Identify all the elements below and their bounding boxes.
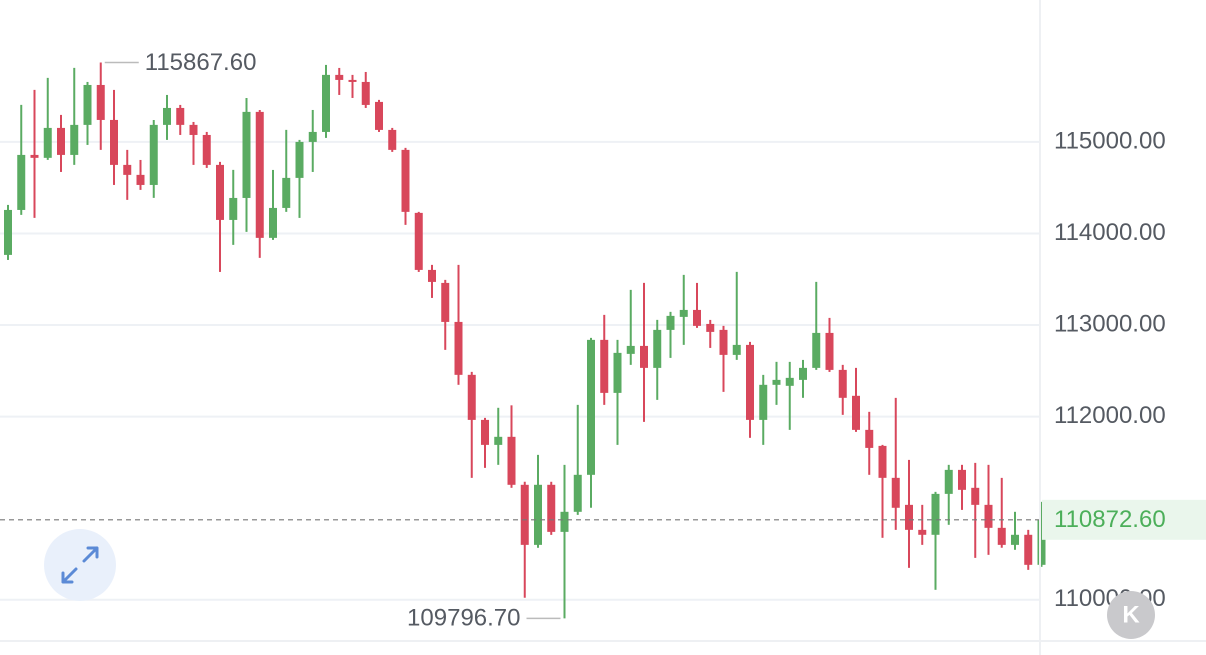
- candle-body: [176, 107, 185, 125]
- candle-body: [719, 329, 728, 355]
- candle-body: [96, 84, 105, 120]
- candle-body: [494, 436, 503, 445]
- candle-body: [613, 352, 622, 393]
- candle-body: [43, 127, 52, 158]
- candle-body: [282, 177, 291, 208]
- last-price-box: [1042, 499, 1206, 540]
- candle-body: [759, 384, 768, 420]
- max-marker-label: 115867.60: [145, 49, 257, 76]
- candle-body: [600, 339, 609, 393]
- candle-body: [799, 367, 807, 380]
- candle-body: [547, 484, 556, 532]
- candle-body: [441, 282, 450, 322]
- candle-body: [83, 84, 92, 125]
- candle-body: [110, 119, 118, 165]
- candle-body: [944, 469, 953, 494]
- candle-body: [984, 504, 993, 528]
- candle-body: [149, 124, 158, 185]
- candle-body: [335, 74, 344, 80]
- candle-body: [931, 493, 940, 535]
- expand-button[interactable]: [44, 529, 116, 601]
- min-marker-label: 109796.70: [407, 605, 520, 632]
- candle-body: [1011, 534, 1019, 545]
- candle-body: [57, 127, 65, 155]
- candle-body: [30, 154, 39, 158]
- candle-body: [229, 197, 238, 220]
- candle-body: [361, 81, 370, 105]
- candle-body: [467, 374, 476, 420]
- candle-body: [653, 329, 662, 368]
- candle-body: [706, 323, 715, 332]
- candle-body: [520, 484, 529, 545]
- expand-icon[interactable]: [61, 546, 99, 584]
- candle-body: [560, 511, 569, 532]
- y-tick-label: 114000.00: [1054, 219, 1166, 246]
- candle-body: [878, 445, 887, 478]
- candle-body: [255, 111, 264, 238]
- logo-button[interactable]: K: [1107, 591, 1155, 639]
- candle-body: [640, 345, 648, 368]
- candle-body: [322, 74, 330, 132]
- candle-body: [732, 344, 741, 355]
- candle-body: [507, 436, 516, 485]
- candle-body: [772, 379, 781, 385]
- candle-body: [136, 174, 145, 185]
- candle-body: [812, 332, 821, 368]
- candle-body: [428, 269, 436, 282]
- candle-body: [666, 315, 675, 330]
- candle-body: [242, 111, 251, 198]
- candle-body: [1024, 534, 1033, 565]
- candle-body: [534, 484, 542, 545]
- candle-body: [216, 164, 224, 220]
- candle-body: [481, 419, 489, 445]
- candle-body: [414, 212, 423, 270]
- plot: 110000.00112000.00113000.00114000.001150…: [0, 49, 1206, 632]
- candle-body: [202, 134, 211, 165]
- candle-body: [587, 339, 595, 475]
- candle-body: [997, 527, 1006, 545]
- candle-body: [746, 344, 754, 420]
- candle-body: [163, 107, 171, 125]
- candle-body: [4, 209, 12, 255]
- candle-body: [375, 101, 383, 130]
- candle-body: [454, 321, 463, 375]
- logo-letter[interactable]: K: [1122, 601, 1140, 628]
- candle-body: [269, 207, 277, 238]
- candle-body: [958, 469, 966, 490]
- candle-body: [918, 529, 927, 535]
- candle-body: [1037, 519, 1046, 565]
- candle-body: [785, 377, 794, 386]
- candle-body: [852, 395, 860, 430]
- candle-body: [825, 332, 834, 370]
- y-tick-label: 112000.00: [1054, 402, 1166, 429]
- candle-body: [626, 345, 635, 354]
- y-tick-label: 115000.00: [1054, 127, 1166, 154]
- candle-body: [905, 504, 913, 530]
- candle-body: [891, 477, 900, 508]
- candle-body: [189, 124, 198, 135]
- candle-body: [308, 131, 317, 142]
- candle-body: [348, 79, 357, 82]
- candle-body: [388, 129, 397, 150]
- candle-body: [679, 309, 688, 317]
- candle-body: [17, 154, 26, 210]
- candle-body: [573, 474, 582, 512]
- y-tick-label: 113000.00: [1054, 310, 1166, 337]
- expand-button-bg[interactable]: [44, 529, 116, 601]
- candle-body: [693, 309, 701, 326]
- candle-body: [971, 487, 980, 505]
- logo-button-bg[interactable]: [1107, 591, 1155, 639]
- candle-body: [123, 164, 132, 175]
- candle-body: [70, 124, 79, 155]
- candle-body: [295, 141, 304, 178]
- last-price-label: 110872.60: [1054, 506, 1166, 533]
- candle-body: [401, 149, 410, 212]
- candle-body: [865, 429, 874, 448]
- candle-body: [838, 369, 847, 398]
